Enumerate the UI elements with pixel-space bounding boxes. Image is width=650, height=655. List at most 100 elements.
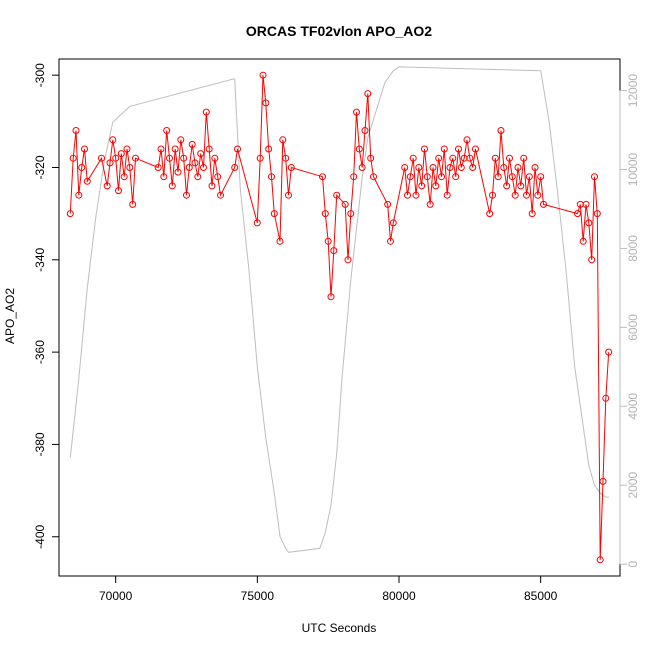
apo-data-point xyxy=(489,191,496,199)
apo-data-point xyxy=(370,173,377,181)
apo-data-point xyxy=(211,154,219,162)
apo-data-point xyxy=(327,293,335,301)
apo-data-point xyxy=(449,154,457,162)
apo-data-point xyxy=(109,136,117,144)
apo-data-point xyxy=(157,145,165,153)
apo-data-point xyxy=(115,187,122,195)
apo-data-point xyxy=(282,154,290,162)
y2-tick-label: 2000 xyxy=(626,472,640,499)
apo-data-point xyxy=(81,145,88,153)
apo-data-point xyxy=(361,127,369,134)
apo-data-point xyxy=(341,200,349,208)
apo-data-point xyxy=(469,164,477,171)
apo-data-point xyxy=(435,154,443,162)
apo-data-point xyxy=(103,182,111,190)
apo-data-point xyxy=(270,210,278,218)
y2-tick-label: 12000 xyxy=(626,74,640,108)
apo-data-point xyxy=(231,164,239,171)
apo-data-point xyxy=(163,127,171,134)
x-tick-label: 70000 xyxy=(99,589,133,603)
apo-data-point xyxy=(591,173,598,181)
apo-data-point xyxy=(472,145,479,153)
apo-data-point xyxy=(350,173,358,181)
apo-data-point xyxy=(154,164,162,171)
apo-data-point xyxy=(166,154,173,162)
apo-data-point xyxy=(367,154,375,162)
apo-data-point xyxy=(177,136,185,144)
apo-data-point xyxy=(188,140,196,148)
apo-data-point xyxy=(83,177,91,185)
y2-tick-label: 8000 xyxy=(626,235,640,262)
apo-data-point xyxy=(168,182,176,190)
apo-data-point xyxy=(401,164,409,171)
apo-data-point xyxy=(531,164,539,171)
apo-data-point xyxy=(268,173,275,181)
apo-data-point xyxy=(126,164,134,171)
chart-marks: 70000 75000 80000 85000-300-320-340-360-380… xyxy=(33,58,640,603)
apo-data-point xyxy=(160,173,168,181)
apo-data-point xyxy=(457,164,465,171)
y-tick-label: -340 xyxy=(33,247,47,271)
apo-data-point xyxy=(333,191,341,199)
apo-data-point xyxy=(585,219,593,227)
apo-data-point xyxy=(256,154,264,162)
apo-data-point xyxy=(423,173,431,181)
apo-data-point xyxy=(452,173,460,181)
apo-data-point xyxy=(588,256,596,264)
apo-data-point xyxy=(321,210,329,218)
apo-data-point xyxy=(406,173,414,181)
apo-data-point xyxy=(69,154,77,162)
apo-data-point xyxy=(415,164,423,171)
apo-data-point xyxy=(579,237,587,245)
apo-data-point xyxy=(117,150,125,158)
apo-data-point xyxy=(72,127,80,134)
apo-data-point xyxy=(132,154,139,162)
apo-data-point xyxy=(364,90,372,98)
apo-data-point xyxy=(520,154,528,162)
apo-data-point xyxy=(429,164,437,171)
apo-data-point xyxy=(262,99,270,107)
apo-data-point xyxy=(517,182,525,190)
apo-data-point xyxy=(506,154,513,162)
apo-data-point xyxy=(500,164,508,171)
y2-tick-label: 4000 xyxy=(626,393,640,420)
apo-data-point xyxy=(582,200,590,208)
apo-data-point xyxy=(486,210,494,218)
apo-data-point xyxy=(358,164,366,171)
apo-data-point xyxy=(497,127,505,134)
apo-data-point xyxy=(387,237,394,245)
apo-data-point xyxy=(330,247,338,255)
apo-data-point xyxy=(202,108,210,116)
apo-data-point xyxy=(234,145,241,153)
apo-data-point xyxy=(440,145,448,153)
apo-data-point xyxy=(171,145,179,153)
apo-data-point xyxy=(129,200,137,208)
y2-tick-label: 0 xyxy=(626,561,640,568)
apo-data-point xyxy=(205,145,213,153)
apo-data-point xyxy=(208,182,216,190)
apo-data-point xyxy=(426,200,434,208)
apo-data-point xyxy=(491,154,499,162)
apo-data-point xyxy=(514,164,522,171)
apo-data-point xyxy=(412,191,420,199)
apo-data-point xyxy=(421,145,428,153)
y-tick-label: -360 xyxy=(33,340,47,364)
apo-data-point xyxy=(596,556,604,564)
apo-data-point xyxy=(265,145,273,153)
apo-data-point xyxy=(574,210,581,218)
apo-data-point xyxy=(217,191,224,199)
apo-data-point xyxy=(537,173,545,181)
apo-data-point xyxy=(503,182,511,190)
apo-data-point xyxy=(455,145,462,153)
apo-data-point xyxy=(446,164,454,171)
apo-data-point xyxy=(112,154,120,162)
apo-data-point xyxy=(287,164,295,171)
y-tick-label: -380 xyxy=(33,432,47,456)
chart-title: ORCAS TF02vlon APO_AO2 xyxy=(246,23,432,39)
apo-data-point xyxy=(534,191,542,199)
apo-data-point xyxy=(540,200,547,208)
y2-tick-label: 6000 xyxy=(626,314,640,341)
apo-data-point xyxy=(404,191,411,199)
